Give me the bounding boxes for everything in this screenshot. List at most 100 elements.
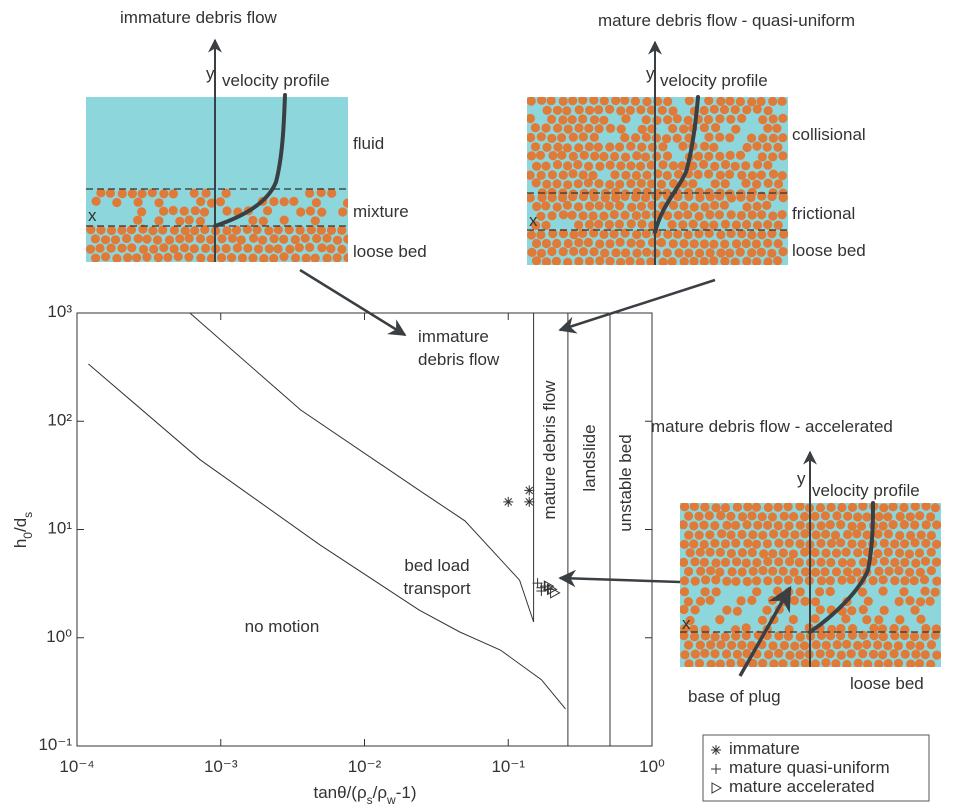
grain — [731, 539, 740, 548]
grain — [920, 575, 929, 584]
grain — [926, 512, 935, 521]
grain — [901, 650, 910, 659]
grain — [291, 235, 300, 244]
grain — [758, 115, 767, 124]
grain — [527, 230, 536, 239]
grain — [722, 606, 731, 615]
grain — [757, 230, 766, 239]
grain — [779, 247, 788, 256]
grain — [705, 210, 714, 219]
grain — [763, 220, 772, 229]
grain — [585, 257, 594, 266]
grain — [752, 576, 761, 585]
grain — [684, 116, 693, 125]
grain — [847, 575, 856, 584]
grain — [711, 575, 720, 584]
grain — [768, 211, 777, 220]
grain — [101, 252, 110, 261]
grain — [127, 243, 136, 252]
grain — [911, 502, 920, 511]
grain — [727, 641, 736, 650]
legend-marker — [711, 745, 721, 755]
grain — [731, 162, 740, 171]
grain — [779, 548, 788, 557]
grain — [711, 558, 720, 567]
grain — [790, 596, 799, 605]
grain — [621, 248, 630, 257]
grain — [931, 503, 940, 512]
grain — [559, 247, 568, 256]
grain — [796, 521, 805, 530]
grain — [680, 502, 689, 511]
grain — [169, 189, 178, 198]
grain — [715, 615, 724, 624]
grain — [715, 133, 724, 142]
grain — [695, 659, 704, 668]
grain — [589, 96, 598, 105]
grain — [906, 660, 915, 669]
layer-label: collisional — [792, 125, 866, 144]
grain — [821, 511, 830, 520]
grain — [801, 567, 810, 576]
grain — [537, 171, 546, 180]
grain — [541, 221, 550, 230]
grain — [838, 576, 847, 585]
grain — [741, 161, 750, 170]
grain — [879, 521, 888, 530]
grain — [153, 235, 162, 244]
grain — [663, 151, 672, 160]
grain — [695, 249, 704, 258]
grain — [584, 238, 593, 247]
grain — [95, 244, 104, 253]
grain — [796, 587, 805, 596]
grain — [547, 211, 556, 220]
grain — [269, 254, 278, 263]
grain — [689, 539, 698, 548]
grain — [710, 201, 719, 210]
grain — [684, 659, 693, 668]
grain — [538, 193, 547, 202]
grain — [812, 640, 821, 649]
grain — [922, 520, 931, 529]
grain — [695, 531, 704, 540]
grain — [927, 640, 936, 649]
grain — [778, 659, 787, 668]
grain — [326, 244, 335, 253]
grain — [652, 133, 661, 142]
grain — [696, 641, 705, 650]
grain — [826, 558, 835, 567]
grain — [569, 133, 578, 142]
grain — [889, 502, 898, 511]
grain — [833, 640, 842, 649]
grain — [700, 649, 709, 658]
grain — [694, 512, 703, 521]
annotation: unstable bed — [616, 434, 635, 531]
grain — [800, 641, 809, 650]
grain — [890, 558, 899, 567]
layer-label: frictional — [792, 204, 855, 223]
grain — [699, 160, 708, 169]
boundary-line — [88, 364, 565, 709]
grain — [696, 567, 705, 576]
legend-label: immature — [729, 739, 800, 758]
grain — [811, 597, 820, 606]
annotation: bed load — [404, 556, 469, 575]
inset-axis-y: y — [206, 64, 215, 83]
grain — [890, 649, 899, 658]
grain — [733, 503, 742, 512]
grain — [605, 105, 614, 114]
grain — [896, 512, 905, 521]
data-point — [524, 485, 534, 495]
grain — [780, 641, 789, 650]
grain — [869, 650, 878, 659]
grain — [848, 522, 857, 531]
grain — [659, 258, 668, 267]
grain — [527, 97, 536, 106]
grain — [142, 235, 151, 244]
grain — [568, 169, 577, 178]
grain — [590, 152, 599, 161]
grain — [632, 151, 641, 160]
grain — [532, 202, 541, 211]
grain — [705, 530, 714, 539]
grain — [873, 549, 882, 558]
